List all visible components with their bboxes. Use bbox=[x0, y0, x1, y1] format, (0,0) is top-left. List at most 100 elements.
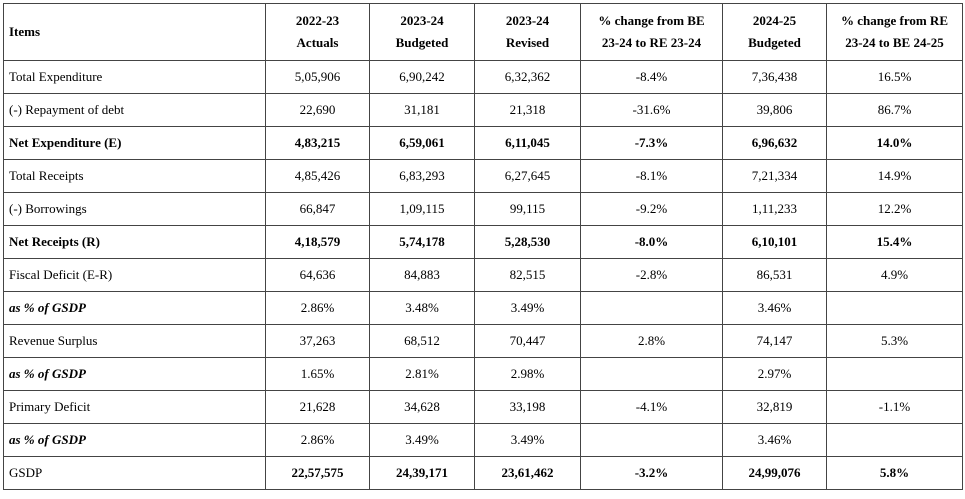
value-cell: 5,74,178 bbox=[369, 225, 475, 259]
value-cell: -9.2% bbox=[580, 192, 723, 226]
value-cell: -3.2% bbox=[580, 456, 723, 490]
header-cell: 2023-24 Budgeted bbox=[369, 3, 475, 61]
value-cell: 66,847 bbox=[265, 192, 370, 226]
value-cell: -7.3% bbox=[580, 126, 723, 160]
value-cell: 5.3% bbox=[826, 324, 963, 358]
value-cell: 23,61,462 bbox=[474, 456, 581, 490]
header-text: 23-24 to BE 24-25 bbox=[845, 35, 944, 50]
table-row: GSDP 22,57,575 24,39,171 23,61,462 -3.2% 24,9… bbox=[3, 456, 963, 490]
row-label: Primary Deficit bbox=[3, 390, 266, 424]
value-cell: 6,11,045 bbox=[474, 126, 581, 160]
table-row: Net Receipts (R) 4,18,579 5,74,178 5,28,530… bbox=[3, 225, 963, 259]
value-cell: 12.2% bbox=[826, 192, 963, 226]
row-label: as % of GSDP bbox=[3, 423, 266, 457]
row-label: Net Expenditure (E) bbox=[3, 126, 266, 160]
value-cell: 5,28,530 bbox=[474, 225, 581, 259]
value-cell: 6,83,293 bbox=[369, 159, 475, 193]
table-body: Total Expenditure 5,05,906 6,90,242 6,32,36… bbox=[3, 60, 963, 490]
value-cell: -2.8% bbox=[580, 258, 723, 292]
value-cell: 2.98% bbox=[474, 357, 581, 391]
value-cell: 6,32,362 bbox=[474, 60, 581, 94]
value-cell: 86.7% bbox=[826, 93, 963, 127]
value-cell: 6,10,101 bbox=[722, 225, 827, 259]
value-cell bbox=[580, 423, 723, 457]
header-text: % change from BE bbox=[598, 13, 705, 28]
value-cell: -4.1% bbox=[580, 390, 723, 424]
header-cell: % change from BE 23-24 to RE 23-24 bbox=[580, 3, 723, 61]
header-text: 2023-24 bbox=[505, 13, 550, 28]
header-cell: % change from RE 23-24 to BE 24-25 bbox=[826, 3, 963, 61]
row-label: as % of GSDP bbox=[3, 291, 266, 325]
row-label: Total Expenditure bbox=[3, 60, 266, 94]
value-cell: 68,512 bbox=[369, 324, 475, 358]
value-cell: 31,181 bbox=[369, 93, 475, 127]
value-cell: 14.0% bbox=[826, 126, 963, 160]
value-cell: 21,628 bbox=[265, 390, 370, 424]
value-cell: 2.81% bbox=[369, 357, 475, 391]
header-text: Budgeted bbox=[748, 35, 801, 50]
value-cell: 33,198 bbox=[474, 390, 581, 424]
fiscal-table: Items 2022-23 Actuals 2023-24 Budgeted 2023-2… bbox=[3, 3, 963, 490]
value-cell bbox=[826, 291, 963, 325]
value-cell bbox=[580, 357, 723, 391]
table-row: as % of GSDP 1.65% 2.81% 2.98% 2.97% bbox=[3, 357, 963, 391]
header-text: 2024-25 bbox=[752, 13, 797, 28]
value-cell: 2.86% bbox=[265, 423, 370, 457]
value-cell: 7,36,438 bbox=[722, 60, 827, 94]
value-cell: 99,115 bbox=[474, 192, 581, 226]
value-cell: 4,83,215 bbox=[265, 126, 370, 160]
value-cell: 3.49% bbox=[369, 423, 475, 457]
value-cell: 16.5% bbox=[826, 60, 963, 94]
header-text: 23-24 to RE 23-24 bbox=[601, 35, 702, 50]
value-cell: 4,85,426 bbox=[265, 159, 370, 193]
value-cell: 4,18,579 bbox=[265, 225, 370, 259]
value-cell: 64,636 bbox=[265, 258, 370, 292]
value-cell: 74,147 bbox=[722, 324, 827, 358]
value-cell: 6,96,632 bbox=[722, 126, 827, 160]
value-cell: 7,21,334 bbox=[722, 159, 827, 193]
header-cell: 2024-25 Budgeted bbox=[722, 3, 827, 61]
value-cell: 32,819 bbox=[722, 390, 827, 424]
table-row: Total Receipts 4,85,426 6,83,293 6,27,645 -8… bbox=[3, 159, 963, 193]
table-row: Primary Deficit 21,628 34,628 33,198 -4.1% 32… bbox=[3, 390, 963, 424]
table-row: as % of GSDP 2.86% 3.48% 3.49% 3.46% bbox=[3, 291, 963, 325]
header-row: Items 2022-23 Actuals 2023-24 Budgeted 2023-2… bbox=[3, 3, 963, 61]
value-cell: 5.8% bbox=[826, 456, 963, 490]
value-cell: -31.6% bbox=[580, 93, 723, 127]
header-text: 2022-23 bbox=[295, 13, 340, 28]
header-cell: 2023-24 Revised bbox=[474, 3, 581, 61]
value-cell: 37,263 bbox=[265, 324, 370, 358]
value-cell: 6,90,242 bbox=[369, 60, 475, 94]
value-cell: 6,27,645 bbox=[474, 159, 581, 193]
header-cell: Items bbox=[3, 3, 266, 61]
value-cell bbox=[826, 357, 963, 391]
table-row: (-) Repayment of debt 22,690 31,181 21,318-… bbox=[3, 93, 963, 127]
header-text: 2023-24 bbox=[400, 13, 444, 28]
value-cell: 84,883 bbox=[369, 258, 475, 292]
table-row: Net Expenditure (E) 4,83,215 6,59,061 6,11,… bbox=[3, 126, 963, 160]
table-row: as % of GSDP 2.86% 3.49% 3.49% 3.46% bbox=[3, 423, 963, 457]
value-cell: 86,531 bbox=[722, 258, 827, 292]
value-cell: 22,690 bbox=[265, 93, 370, 127]
value-cell: 1.65% bbox=[265, 357, 370, 391]
row-label: GSDP bbox=[3, 456, 266, 490]
value-cell: 3.46% bbox=[722, 423, 827, 457]
value-cell: 2.8% bbox=[580, 324, 723, 358]
table-row: Revenue Surplus 37,263 68,512 70,447 2.8% 74,… bbox=[3, 324, 963, 358]
value-cell: 2.86% bbox=[265, 291, 370, 325]
value-cell: 39,806 bbox=[722, 93, 827, 127]
header-text: Actuals bbox=[296, 35, 339, 50]
value-cell: 5,05,906 bbox=[265, 60, 370, 94]
header-text: Items bbox=[9, 24, 41, 39]
value-cell: 21,318 bbox=[474, 93, 581, 127]
row-label: (-) Repayment of debt bbox=[3, 93, 266, 127]
value-cell: 15.4% bbox=[826, 225, 963, 259]
value-cell bbox=[580, 291, 723, 325]
value-cell: 24,39,171 bbox=[369, 456, 475, 490]
value-cell: 4.9% bbox=[826, 258, 963, 292]
value-cell: 34,628 bbox=[369, 390, 475, 424]
row-label: (-) Borrowings bbox=[3, 192, 266, 226]
value-cell: 3.46% bbox=[722, 291, 827, 325]
value-cell: 14.9% bbox=[826, 159, 963, 193]
